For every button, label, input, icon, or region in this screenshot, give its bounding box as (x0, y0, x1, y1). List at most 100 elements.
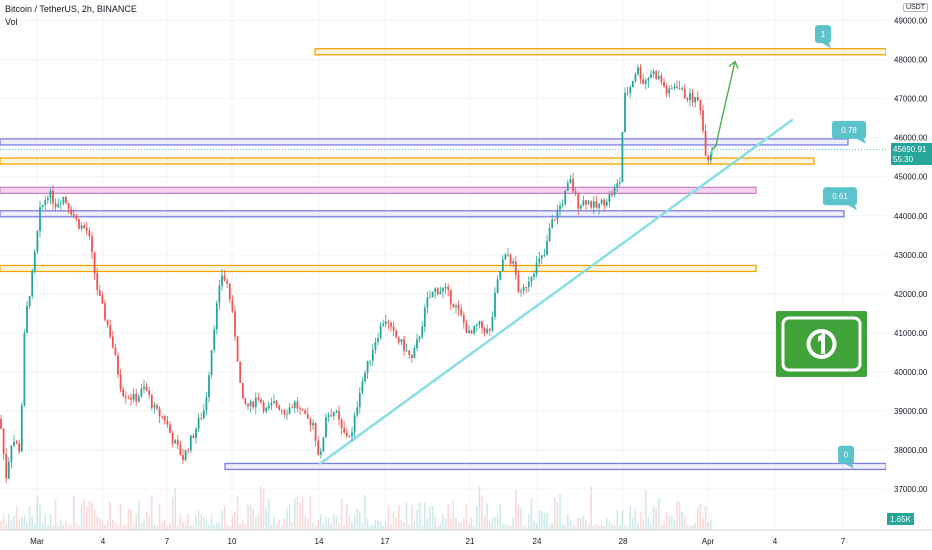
candle-body (364, 373, 366, 382)
candle-body (270, 402, 273, 406)
candle-body (621, 131, 624, 183)
volume-bar (117, 525, 119, 530)
candle-body (660, 75, 663, 83)
candle-body (509, 254, 512, 264)
candle-body (174, 440, 177, 444)
symbol-title[interactable]: Bitcoin / TetherUS, 2h, BINANCE (5, 4, 137, 14)
volume-bar (364, 494, 366, 530)
volume-bar (242, 520, 244, 530)
candle-body (2, 428, 5, 454)
candle-body (366, 360, 369, 374)
candle-body (444, 286, 447, 289)
candle-body (122, 389, 125, 397)
volume-bar (681, 511, 683, 530)
volume-bar (247, 503, 249, 530)
candle-body (65, 196, 67, 203)
volume-bar (75, 522, 78, 530)
candle-body (169, 424, 171, 433)
level-lines[interactable] (0, 48, 887, 471)
candle-body (213, 329, 216, 351)
volume-bar (314, 525, 317, 530)
y-axis[interactable]: 49000.00 48000.00 47000.00 46000.00 45000.00… (886, 0, 932, 550)
candle-body (31, 270, 34, 297)
candle-body (132, 393, 135, 400)
volume-bar (338, 522, 340, 530)
candle-body (582, 200, 585, 206)
candle-body (109, 324, 112, 337)
candle-body (335, 410, 338, 413)
volume-bar (405, 502, 408, 530)
volume-bar (460, 522, 462, 530)
volume-bar (434, 516, 436, 530)
volume-bar (340, 498, 343, 530)
volume-bar (301, 497, 304, 530)
volume-bar (658, 497, 660, 530)
candle-body (309, 418, 312, 426)
volume-bar (229, 525, 231, 530)
volume-bar (548, 525, 551, 530)
indicator-label[interactable]: Vol (5, 17, 18, 27)
volume-bar (99, 518, 101, 530)
candle-body (148, 390, 151, 395)
candle-body (114, 347, 117, 356)
volume-value: 1.65K (890, 515, 912, 524)
candle-body (130, 397, 132, 400)
fib-label-text: 0 (844, 451, 849, 460)
currency-badge[interactable]: USDT (902, 3, 928, 12)
volume-bar (156, 525, 158, 530)
candle-body (223, 275, 226, 281)
volume-bar (327, 517, 330, 530)
candle-body (673, 86, 676, 89)
level-line-orange (0, 264, 757, 273)
volume-bar (611, 524, 613, 530)
candle-body (639, 67, 642, 80)
volume-bar (135, 514, 137, 530)
candle-body (166, 420, 169, 425)
fib-labels[interactable]: 1 0.78 0.61 0 (815, 25, 866, 469)
volume-bar (572, 524, 574, 530)
volume-bar (577, 517, 579, 530)
candle-body (369, 360, 372, 362)
volume-bar (88, 501, 91, 530)
candle-body (507, 254, 509, 256)
y-tick-label: 48000.00 (894, 56, 928, 65)
candle-body (670, 88, 673, 89)
candle-body (91, 236, 93, 253)
volume-bar (335, 516, 338, 530)
y-tick-label: 49000.00 (894, 17, 928, 26)
volume-bar (83, 499, 85, 530)
volume-bar (515, 489, 517, 530)
volume-bar (476, 505, 478, 530)
volume-bar (346, 503, 348, 530)
volume-bar (655, 508, 657, 530)
volume-bar (283, 518, 286, 530)
candle-body (104, 303, 106, 320)
x-axis[interactable]: Mar 4 7 10 14 17 21 24 28 Apr 4 7 (0, 529, 932, 546)
candle-body (52, 190, 54, 204)
volume-bar (606, 518, 608, 530)
volume-bar (36, 496, 39, 530)
candle-body (421, 326, 424, 338)
candle-body (540, 255, 543, 259)
candle-body (530, 277, 533, 282)
volume-bar (392, 511, 395, 530)
projection-arrow[interactable] (711, 60, 739, 151)
candle-body (392, 326, 395, 331)
volume-bar (418, 501, 421, 530)
volume-bar (361, 522, 364, 530)
arrow-up-icon (711, 61, 736, 151)
candle-body (631, 81, 634, 88)
volume-bar (582, 514, 585, 530)
trendline[interactable] (318, 118, 794, 465)
candle-body (618, 182, 621, 184)
candle-body (247, 403, 249, 407)
candle-body (603, 199, 606, 206)
candle-body (221, 275, 223, 286)
volume-bar (288, 504, 291, 530)
volume-bar (18, 520, 20, 530)
volume-bar (626, 525, 629, 530)
candle-body (676, 86, 678, 89)
candle-body (340, 419, 343, 428)
volume-bar (31, 516, 33, 530)
